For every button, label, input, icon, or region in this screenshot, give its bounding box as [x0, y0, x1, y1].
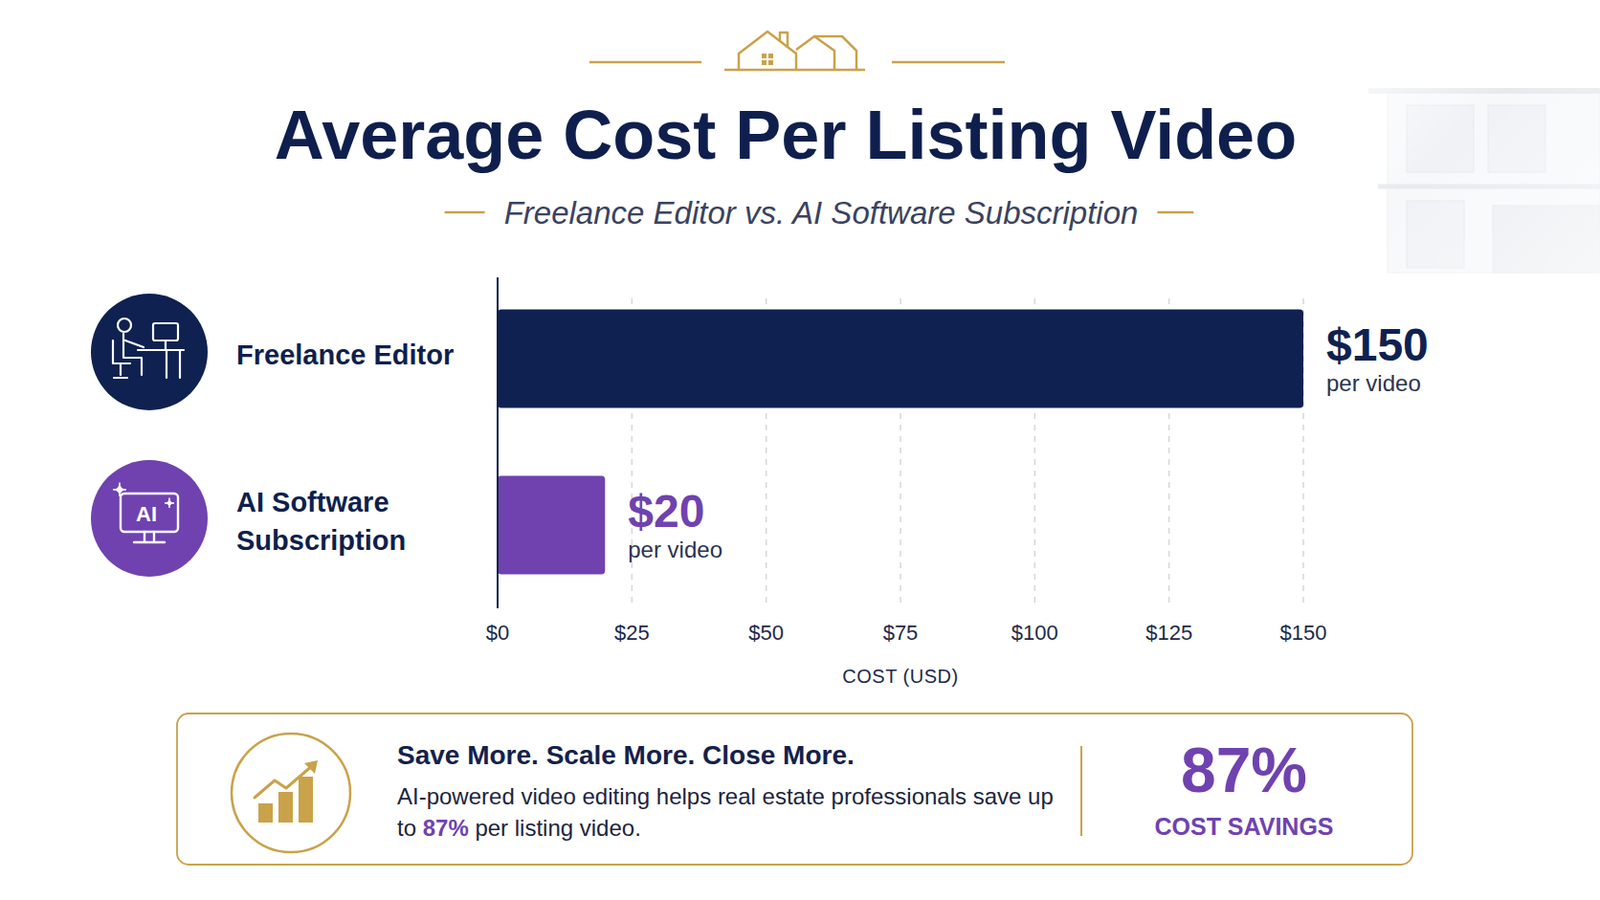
x-tick-label: $125 [1145, 621, 1193, 645]
data-labels: $150per video$20per video [627, 319, 1429, 563]
icon-head [117, 318, 132, 333]
icon-sparkle [112, 483, 127, 497]
window-pane [768, 60, 774, 66]
background-house [1358, 38, 1600, 288]
house-icon [779, 32, 857, 70]
x-tick-label: $50 [748, 621, 784, 645]
callout-icon-arrowhead [304, 760, 318, 775]
bar [497, 310, 1304, 409]
data-label-note: per video [627, 536, 723, 563]
callout-icon [231, 733, 351, 853]
callout-body-text: per listing video. [468, 815, 642, 842]
icon-chair [112, 340, 131, 378]
callout-box [177, 713, 1413, 866]
house-icon-window [761, 53, 774, 66]
callout-icon-arrow [254, 765, 313, 799]
callout-stat: 87% [1180, 734, 1308, 806]
bars [497, 310, 1304, 576]
category-label-line: Freelance Editor [236, 339, 454, 371]
bar [497, 476, 605, 576]
callout-icon-bar [278, 792, 293, 823]
icon-monitor [153, 323, 178, 341]
x-tick-label: $100 [1011, 621, 1059, 645]
x-tick-label: $25 [614, 621, 650, 645]
x-tick-label: $150 [1280, 621, 1328, 645]
icon-freelance [90, 293, 208, 411]
callout-body-highlight: 87% [422, 815, 469, 842]
header-rule [724, 68, 866, 72]
callout-stat-label: COST SAVINGS [1154, 813, 1334, 841]
icon-ai-monitor [120, 493, 178, 533]
callout-headline: Save More. Scale More. Close More. [397, 738, 1067, 774]
y-axis-line [496, 277, 499, 609]
header-decoration [589, 31, 1005, 70]
icon-sparkle [164, 498, 175, 509]
callout-icon-bar [258, 803, 273, 823]
icon-monitor-stand [164, 340, 167, 351]
category-label-line: AI Software [236, 487, 390, 518]
icon-ai-glyph [112, 483, 178, 543]
icon-ai [90, 460, 208, 578]
subtitle: Freelance Editor vs. AI Software Subscri… [504, 195, 1139, 231]
icon-freelance-glyph [112, 318, 184, 378]
icon-ai-text: AI [135, 502, 157, 527]
title: Average Cost Per Listing Video [274, 96, 1297, 174]
callout-body: AI-powered video editing helps real esta… [397, 780, 1067, 845]
x-tick-labels: $0 $25 $50 $75 $100 $125 $150 [486, 621, 1328, 645]
data-label: $150 [1326, 319, 1429, 371]
x-tick-label: $0 [486, 621, 510, 645]
icon-desk [137, 350, 184, 378]
grid [497, 298, 1304, 607]
subtitle-rule [444, 211, 1195, 215]
house-fade-overlay [1358, 38, 1600, 288]
callout-icon-bars [258, 777, 313, 823]
x-axis-title: COST (USD) [842, 666, 958, 688]
callout-divider [1080, 746, 1083, 837]
category-label-line: Subscription [236, 525, 406, 556]
window-pane [761, 60, 767, 66]
data-label-note: per video [1326, 370, 1422, 397]
data-label: $20 [627, 486, 705, 537]
window-pane [761, 53, 767, 59]
category-label: Freelance Editor [236, 339, 454, 371]
icon-ai-stand [133, 532, 165, 543]
window-pane [768, 53, 774, 59]
category-label: AI Software Subscription [236, 487, 406, 556]
icon-arm [125, 340, 144, 348]
callout-icon-bar [298, 777, 313, 823]
callout-text: Save More. Scale More. Close More. AI-po… [397, 738, 1067, 845]
x-tick-label: $75 [883, 621, 919, 645]
